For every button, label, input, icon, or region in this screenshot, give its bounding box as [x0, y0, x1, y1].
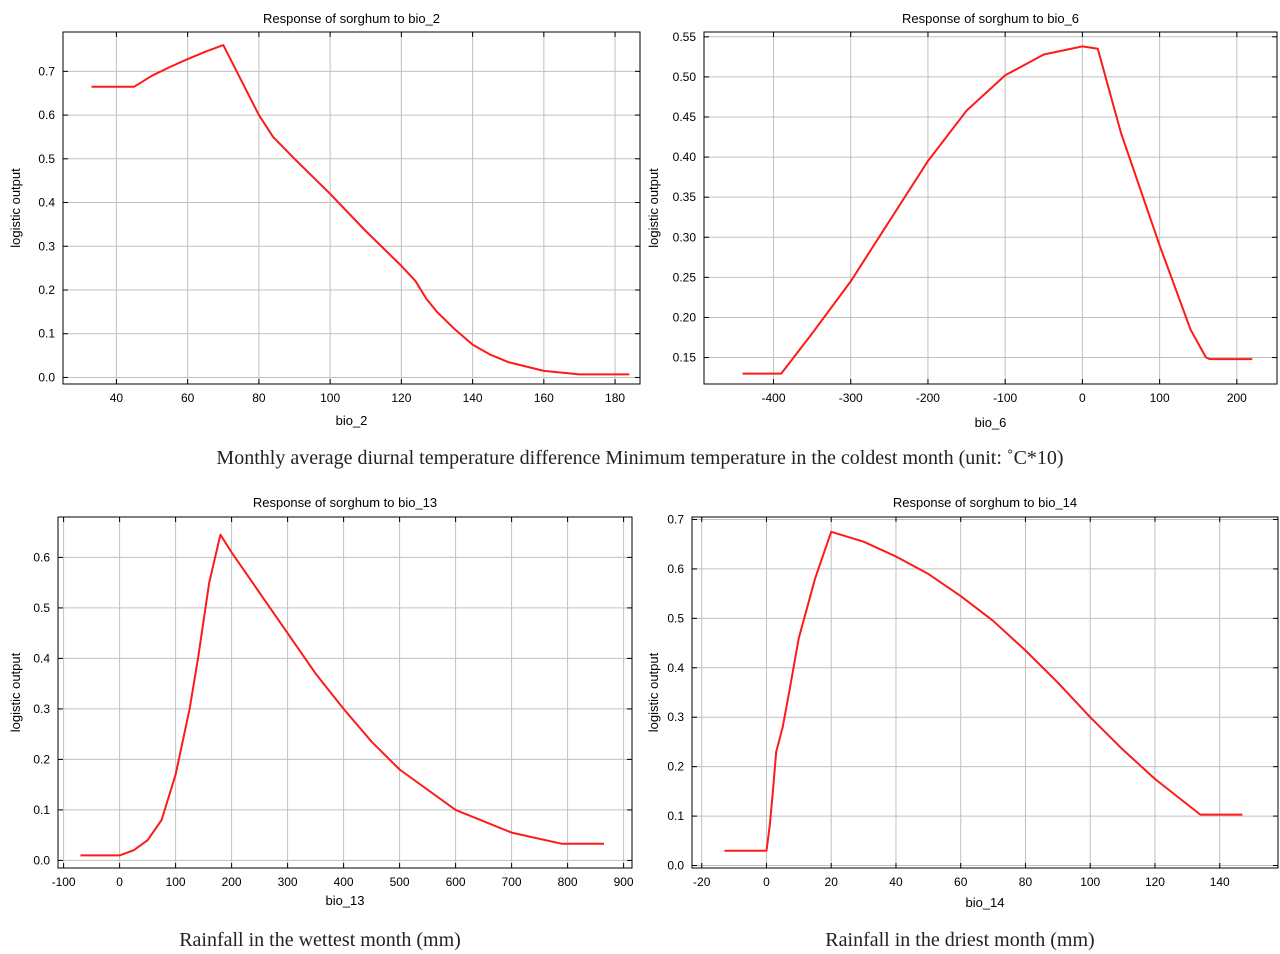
chart-svg-bio-13: -100 0 100 200 300 400 500 600 700 800 900 0.0 0.1 0.…	[8, 495, 634, 908]
y-tick-label: 0.5	[667, 611, 684, 625]
caption-bottom-left: Rainfall in the wettest month (mm)	[179, 929, 461, 951]
y-tick-label: 0.5	[38, 152, 55, 166]
chart-panel-bio-13: -100 0 100 200 300 400 500 600 700 800 900 0.0 0.1 0.…	[0, 484, 640, 924]
y-tick-label: 0.6	[38, 108, 55, 122]
x-tick-label: 200	[222, 875, 242, 889]
y-tick-label: 0.35	[673, 190, 697, 204]
chart-title: Response of sorghum to bio_13	[253, 495, 437, 510]
chart-panel-bio-14: -20 0 20 40 60 80 100 120 140 0.0 0.1 0.2 0.3 0.4 0.5 0…	[640, 484, 1280, 924]
response-curve-bio-13	[80, 533, 604, 857]
y-axis-label: logistic output	[8, 168, 23, 248]
x-axis-label: bio_14	[965, 895, 1004, 910]
y-tick-label: 0.20	[673, 310, 697, 324]
plot-frame	[57, 516, 633, 869]
x-tick-label: 100	[320, 391, 340, 405]
response-curve-bio-14	[724, 530, 1243, 852]
x-tick-label: 60	[954, 875, 968, 889]
x-tick-label: -20	[693, 875, 711, 889]
plot-frame	[62, 31, 641, 385]
y-axis-label: logistic output	[646, 168, 661, 248]
y-tick-label: 0.4	[38, 196, 55, 210]
y-axis-label: logistic output	[646, 652, 661, 732]
chart-svg-bio-2: 40 60 80 100 120 140 160 180 0.0 0.1 0.2 0.3 0.4 0.5 0…	[8, 11, 641, 428]
x-tick-label: 100	[1080, 875, 1100, 889]
y-tick-label: 0.5	[33, 601, 50, 615]
y-tick-label: 0.1	[33, 803, 50, 817]
response-curve-bio-2	[91, 44, 630, 376]
y-tick-label: 0.50	[673, 70, 697, 84]
x-tick-label: 80	[1019, 875, 1033, 889]
x-tick-label: 0	[763, 875, 770, 889]
plot-frame	[691, 516, 1279, 869]
x-axis-label: bio_2	[336, 413, 368, 428]
y-tick-label: 0.25	[673, 270, 697, 284]
x-tick-label: 180	[605, 391, 625, 405]
chart-panel-bio-6: -400 -300 -200 -100 0 100 200 0.15 0.20 0.25 0.30 0…	[640, 0, 1280, 440]
y-tick-label: 0.2	[33, 752, 50, 766]
x-tick-label: -100	[52, 875, 76, 889]
x-tick-label: 800	[558, 875, 578, 889]
x-tick-label: 160	[534, 391, 554, 405]
y-tick-label: 0.40	[673, 150, 697, 164]
y-tick-label: 0.6	[667, 562, 684, 576]
y-tick-label: 0.15	[673, 351, 697, 365]
x-tick-label: 700	[502, 875, 522, 889]
x-tick-label: -400	[761, 391, 785, 405]
x-tick-label: -100	[993, 391, 1017, 405]
chart-title: Response of sorghum to bio_14	[893, 495, 1077, 510]
y-tick-label: 0.4	[667, 661, 684, 675]
x-tick-label: 0	[1079, 391, 1086, 405]
chart-svg-bio-14: -20 0 20 40 60 80 100 120 140 0.0 0.1 0.2 0.3 0.4 0.5 0…	[646, 495, 1279, 910]
y-tick-label: 0.3	[667, 710, 684, 724]
y-tick-label: 0.0	[667, 859, 684, 873]
y-tick-label: 0.45	[673, 110, 697, 124]
x-tick-label: 20	[825, 875, 839, 889]
y-tick-label: 0.1	[667, 809, 684, 823]
y-tick-label: 0.1	[38, 327, 55, 341]
y-tick-label: 0.3	[33, 702, 50, 716]
caption-top-row: Monthly average diurnal temperature diff…	[216, 447, 1064, 469]
y-tick-label: 0.55	[673, 30, 697, 44]
x-axis-label: bio_6	[975, 415, 1007, 430]
x-tick-label: 40	[889, 875, 903, 889]
y-tick-label: 0.2	[667, 760, 684, 774]
response-curve-bio-6	[742, 45, 1253, 375]
x-tick-label: 600	[446, 875, 466, 889]
y-tick-label: 0.4	[33, 651, 50, 665]
y-tick-label: 0.3	[38, 239, 55, 253]
x-tick-label: 120	[391, 391, 411, 405]
x-tick-label: 140	[463, 391, 483, 405]
y-tick-label: 0.7	[38, 64, 55, 78]
x-axis-label: bio_13	[325, 893, 364, 908]
x-tick-label: 140	[1210, 875, 1230, 889]
caption-bottom-right: Rainfall in the driest month (mm)	[825, 929, 1095, 951]
chart-title: Response of sorghum to bio_2	[263, 11, 440, 26]
y-tick-label: 0.2	[38, 283, 55, 297]
x-tick-label: 100	[1150, 391, 1170, 405]
y-axis-label: logistic output	[8, 652, 23, 732]
x-tick-label: 500	[390, 875, 410, 889]
y-tick-label: 0.30	[673, 230, 697, 244]
x-tick-label: -200	[916, 391, 940, 405]
x-tick-label: 900	[614, 875, 634, 889]
y-tick-label: 0.0	[38, 370, 55, 384]
y-tick-label: 0.0	[33, 853, 50, 867]
plot-frame	[703, 31, 1278, 385]
x-tick-label: 400	[334, 875, 354, 889]
x-tick-label: 60	[181, 391, 195, 405]
x-tick-label: 40	[110, 391, 124, 405]
x-tick-label: 120	[1145, 875, 1165, 889]
chart-title: Response of sorghum to bio_6	[902, 11, 1079, 26]
chart-panel-bio-2: 40 60 80 100 120 140 160 180 0.0 0.1 0.2 0.3 0.4 0.5 0…	[0, 0, 641, 440]
x-tick-label: -300	[839, 391, 863, 405]
chart-svg-bio-6: -400 -300 -200 -100 0 100 200 0.15 0.20 0.25 0.30 0…	[646, 11, 1278, 430]
x-tick-label: 300	[278, 875, 298, 889]
x-tick-label: 80	[252, 391, 266, 405]
x-tick-label: 100	[166, 875, 186, 889]
x-tick-label: 200	[1227, 391, 1247, 405]
y-tick-label: 0.7	[667, 512, 684, 526]
y-tick-label: 0.6	[33, 550, 50, 564]
x-tick-label: 0	[116, 875, 123, 889]
